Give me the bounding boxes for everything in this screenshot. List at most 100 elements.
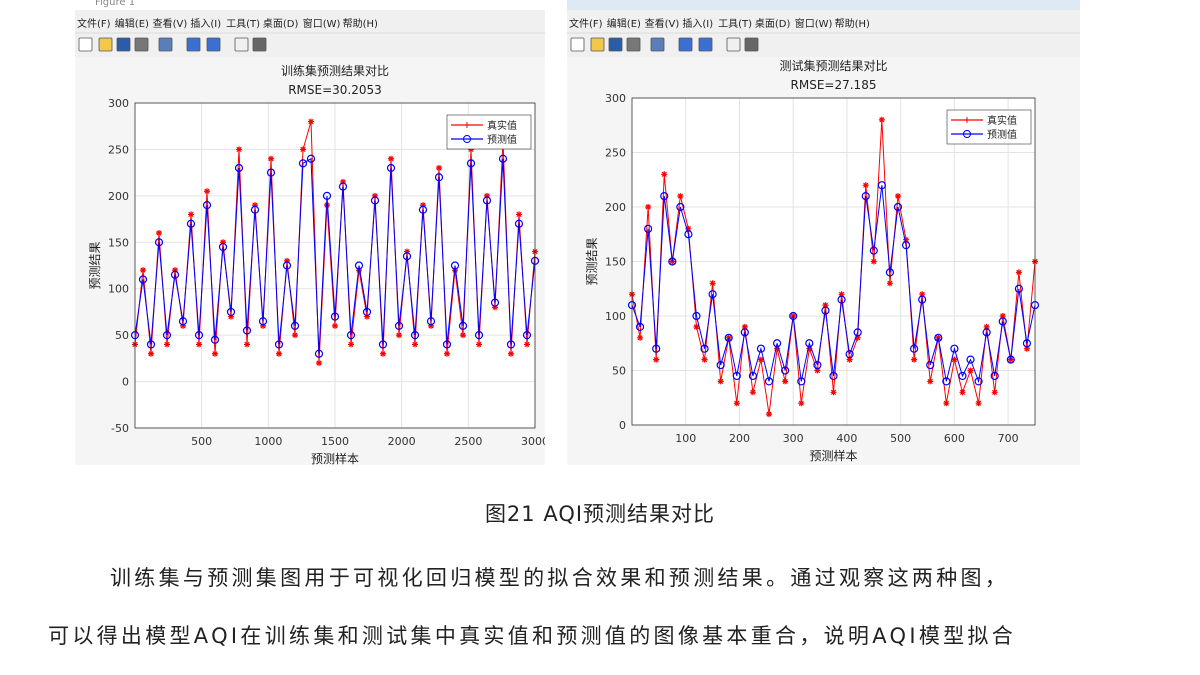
y-axis-label: 预测结果 — [585, 237, 599, 285]
point-marker — [749, 389, 756, 396]
y-tick-label: 150 — [605, 256, 626, 269]
point-marker — [717, 378, 724, 385]
title-bar — [567, 0, 1080, 10]
axes-border — [134, 102, 536, 429]
point-marker — [252, 202, 258, 209]
point-marker — [822, 302, 829, 309]
y-tick-label: 150 — [108, 236, 129, 249]
point-marker — [178, 317, 188, 326]
point-marker — [420, 202, 426, 209]
point-marker — [522, 331, 532, 340]
point-marker — [764, 377, 774, 386]
point-marker — [837, 295, 846, 304]
toolbar-icon — [98, 37, 113, 52]
point-marker — [685, 225, 692, 232]
point-marker — [926, 360, 935, 370]
point-marker — [781, 366, 790, 375]
point-marker — [388, 155, 394, 162]
toolbar-icon — [626, 37, 641, 52]
point-marker — [740, 328, 749, 337]
point-marker — [934, 333, 943, 342]
legend — [946, 109, 1032, 145]
point-marker — [741, 323, 748, 330]
point-marker — [1023, 345, 1030, 352]
x-axis-label: 预测样本 — [311, 451, 359, 465]
point-marker — [370, 196, 380, 205]
point-marker — [442, 340, 452, 349]
menu-item: 帮助(H) — [835, 17, 870, 30]
menu-item: 文件(F) — [77, 17, 111, 30]
series-line — [134, 157, 536, 354]
toolbar-icon — [570, 37, 585, 52]
point-marker — [813, 360, 822, 370]
point-marker — [644, 224, 653, 233]
legend-label: 真实值 — [487, 119, 517, 132]
point-marker — [212, 350, 218, 357]
menu-item: 桌面(D) — [263, 17, 299, 30]
point-marker — [154, 238, 164, 247]
point-marker — [862, 182, 869, 189]
point-marker — [716, 360, 725, 370]
point-marker — [821, 306, 830, 315]
menu-item: 窗口(W) — [795, 17, 833, 30]
point-marker — [692, 311, 701, 321]
point-marker — [748, 371, 757, 381]
legend-label: 预测值 — [987, 128, 1017, 141]
point-marker — [974, 377, 983, 386]
point-marker — [474, 331, 484, 340]
point-marker — [1006, 355, 1015, 364]
point-marker — [330, 312, 340, 321]
point-marker — [782, 378, 789, 385]
point-marker — [894, 193, 901, 200]
point-marker — [942, 377, 951, 386]
point-marker — [886, 280, 893, 287]
point-marker — [490, 298, 500, 307]
point-marker — [402, 252, 412, 261]
point-marker — [444, 350, 450, 357]
point-marker — [170, 270, 180, 279]
legend-marker — [463, 135, 471, 143]
point-marker — [292, 332, 298, 339]
legend-marker — [963, 130, 971, 138]
point-marker — [637, 334, 644, 341]
toolbar-icon — [650, 37, 665, 52]
point-marker — [869, 246, 878, 255]
point-marker — [893, 202, 903, 212]
point-marker — [140, 267, 146, 274]
point-marker — [306, 154, 316, 163]
y-tick-label: 100 — [605, 310, 626, 323]
point-marker — [1022, 339, 1032, 348]
point-marker — [756, 344, 766, 353]
point-marker — [829, 371, 838, 381]
menu-item: 编辑(E) — [115, 17, 149, 30]
point-marker — [308, 118, 314, 125]
point-marker — [1014, 284, 1023, 293]
y-tick-label: 250 — [605, 147, 626, 160]
point-marker — [298, 159, 308, 168]
menu-item: 工具(T) — [226, 18, 260, 30]
point-marker — [284, 257, 290, 264]
point-marker — [434, 173, 444, 182]
point-marker — [202, 201, 212, 210]
point-marker — [450, 261, 460, 270]
x-tick-label: 200 — [729, 432, 750, 445]
axes-border — [631, 97, 1036, 426]
x-tick-label: 3000 — [521, 435, 545, 448]
point-marker — [652, 344, 661, 353]
point-marker — [364, 313, 370, 320]
point-marker — [338, 182, 348, 191]
point-marker — [314, 349, 324, 358]
point-marker — [506, 340, 516, 349]
point-marker — [990, 371, 999, 381]
point-marker — [258, 317, 268, 326]
y-tick-label: 300 — [605, 92, 626, 105]
point-marker — [958, 371, 967, 381]
legend-marker — [464, 122, 470, 128]
point-marker — [838, 291, 845, 298]
point-marker — [757, 356, 764, 363]
point-marker — [378, 340, 388, 349]
point-marker — [204, 188, 210, 195]
point-marker — [316, 360, 322, 366]
point-marker — [348, 341, 354, 348]
point-marker — [260, 322, 266, 329]
